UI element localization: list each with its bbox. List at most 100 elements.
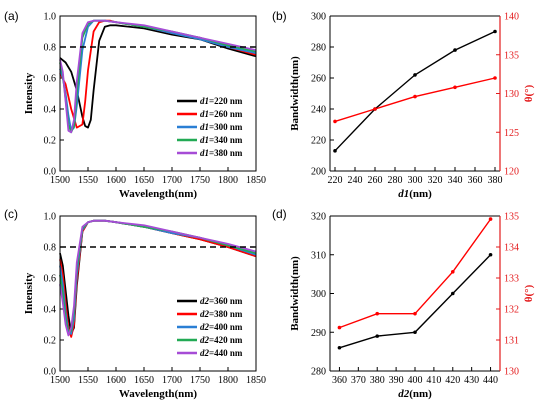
panel-d-series-0-point-1 bbox=[375, 334, 380, 338]
panel-a-series-4 bbox=[59, 19, 257, 134]
panel-c-x-tick-label-4: 1700 bbox=[162, 375, 182, 386]
panel-c-x-tick-label-6: 1800 bbox=[218, 375, 238, 386]
panel-a-legend-label-2: d1=300 nm bbox=[200, 122, 243, 132]
panel-b-x-tick-label-5: 320 bbox=[428, 175, 443, 186]
panel-a-legend-label-0: d1=220 nm bbox=[200, 96, 243, 106]
panel-d-series-1 bbox=[339, 218, 492, 329]
panel-c-y-tick-label-3: 0.6 bbox=[44, 274, 57, 285]
panel-a-series-2 bbox=[59, 19, 257, 132]
panel-a-y-tick-label-1: 0.2 bbox=[44, 136, 57, 147]
panel-d-x-tick-label-1: 370 bbox=[351, 375, 366, 386]
panel-c-y-tick-label-4: 0.8 bbox=[44, 243, 57, 254]
panel-d-y-tick-label-1: 290 bbox=[311, 328, 326, 339]
panel-b-y2-tick-label-3: 135 bbox=[504, 50, 519, 61]
panel-c-plot-frame bbox=[59, 215, 257, 372]
panel-b-y-axis-label: Bandwidth(nm) bbox=[289, 56, 301, 131]
panel-d-y2-tick-label-1: 131 bbox=[504, 336, 519, 347]
panel-b-x-tick-label-7: 360 bbox=[468, 175, 483, 186]
panel-label-a: (a) bbox=[4, 9, 19, 23]
panel-c-legend-label-0: d2=360 nm bbox=[200, 296, 243, 306]
panel-b-y2-tick-label-4: 140 bbox=[504, 12, 519, 23]
panel-d-x-tick-label-6: 420 bbox=[445, 375, 460, 386]
panel-b-y2-tick-label-0: 120 bbox=[504, 167, 519, 178]
panel-a-x-tick-label-7: 1850 bbox=[246, 175, 266, 186]
panel-d-y2-tick-label-5: 135 bbox=[504, 212, 519, 223]
panel-a-y-axis-label: Intensity bbox=[23, 72, 35, 114]
panel-d-series-0-point-3 bbox=[450, 291, 455, 296]
panel-c-y-tick-label-2: 0.4 bbox=[44, 305, 57, 316]
panel-c-legend-label-1: d2=380 nm bbox=[200, 309, 243, 319]
panel-b-series-0 bbox=[334, 30, 496, 152]
panel-d-series-0-point-4 bbox=[488, 252, 493, 257]
panel-label-b: (b) bbox=[272, 9, 287, 23]
panel-a-legend-label-1: d1=260 nm bbox=[200, 109, 243, 119]
panel-d-y-tick-label-2: 300 bbox=[311, 289, 326, 300]
panel-d-x-tick-label-8: 440 bbox=[483, 375, 498, 386]
panel-b-x-tick-label-8: 380 bbox=[488, 175, 503, 186]
panel-b-x-tick-label-3: 280 bbox=[388, 175, 403, 186]
panel-c-x-tick-label-1: 1550 bbox=[78, 375, 98, 386]
panel-d-series-1-point-4 bbox=[488, 217, 493, 221]
panel-d-y2-tick-label-4: 134 bbox=[504, 243, 519, 254]
panel-b-y2-tick-label-1: 125 bbox=[504, 128, 519, 139]
panel-d-series-0-point-2 bbox=[413, 330, 417, 335]
panel-label-d: (d) bbox=[272, 207, 287, 221]
panel-c-series-1 bbox=[59, 219, 257, 338]
panel-a-y-tick-label-4: 0.8 bbox=[44, 43, 57, 54]
panel-a-x-tick-label-6: 1800 bbox=[218, 175, 238, 186]
panel-a-y-tick-label-3: 0.6 bbox=[44, 74, 57, 85]
panel-d-x-tick-label-0: 360 bbox=[332, 375, 347, 386]
panel-a-y-tick-label-0: 0.0 bbox=[44, 167, 57, 178]
panel-b-x-tick-label-2: 260 bbox=[368, 175, 383, 186]
panel-b-series-1-point-4 bbox=[493, 76, 497, 80]
panel-d-y2-tick-label-2: 132 bbox=[504, 305, 519, 316]
panel-b-series-0-point-0 bbox=[333, 149, 337, 153]
panel-a-x-tick-label-2: 1600 bbox=[106, 175, 126, 186]
panel-a-x-tick-label-4: 1700 bbox=[162, 175, 182, 186]
panel-b-y2-axis-label: θ(°) bbox=[523, 84, 535, 102]
panel-b-series-0-point-3 bbox=[453, 48, 457, 52]
panel-c-legend-label-2: d2=400 nm bbox=[200, 322, 243, 332]
panel-c-legend-label-4: d2=440 nm bbox=[200, 348, 243, 358]
panel-d-x-tick-label-2: 380 bbox=[370, 375, 385, 386]
panel-a-plot-frame bbox=[59, 15, 257, 172]
panel-a-x-tick-label-3: 1650 bbox=[134, 175, 154, 186]
panel-d-series-1-point-3 bbox=[450, 270, 455, 274]
panel-c-x-axis-label: Wavelength(nm) bbox=[119, 388, 198, 400]
panel-b-x-tick-label-1: 240 bbox=[348, 175, 363, 186]
panel-b-series-1-point-2 bbox=[413, 94, 417, 99]
panel-c-legend-label-3: d2=420 nm bbox=[200, 335, 243, 345]
panel-d-series-1-point-2 bbox=[413, 311, 417, 316]
panel-label-c: (c) bbox=[4, 207, 18, 221]
panel-b-x-tick-label-6: 340 bbox=[448, 175, 463, 186]
panel-b-series-1 bbox=[334, 77, 496, 123]
panel-b-y-tick-label-1: 220 bbox=[311, 136, 326, 147]
panel-c-y-axis-label: Intensity bbox=[23, 272, 35, 314]
panel-c-x-tick-label-3: 1650 bbox=[134, 375, 154, 386]
panel-d-y2-tick-label-3: 133 bbox=[504, 274, 519, 285]
panel-c-y-tick-label-5: 1.0 bbox=[44, 212, 57, 223]
panel-b-series-1-point-0 bbox=[333, 119, 337, 124]
panel-d-y2-tick-label-0: 130 bbox=[504, 367, 519, 378]
panel-d-y-axis-label: Bandwidth(nm) bbox=[289, 256, 301, 331]
panel-c-x-tick-label-7: 1850 bbox=[246, 375, 266, 386]
panel-b-y-tick-label-4: 280 bbox=[311, 43, 326, 54]
panel-c-x-tick-label-2: 1600 bbox=[106, 375, 126, 386]
panel-d-x-tick-label-7: 430 bbox=[464, 375, 479, 386]
panel-a-x-tick-label-5: 1750 bbox=[190, 175, 210, 186]
panel-b-series-1-point-1 bbox=[373, 107, 377, 111]
panel-b-y-tick-label-2: 240 bbox=[311, 105, 326, 116]
panel-d-y-tick-label-3: 310 bbox=[311, 250, 326, 261]
panel-d-x-tick-label-5: 410 bbox=[426, 375, 441, 386]
panel-c-x-tick-label-5: 1750 bbox=[190, 375, 210, 386]
panel-a-y-tick-label-2: 0.4 bbox=[44, 105, 57, 116]
panel-b-series-0-point-4 bbox=[493, 29, 497, 34]
panel-d-y-tick-label-0: 280 bbox=[311, 367, 326, 378]
panel-d-series-0-point-0 bbox=[337, 345, 342, 350]
panel-b-x-axis-label: d1(nm) bbox=[398, 188, 432, 200]
panel-d-y-tick-label-4: 320 bbox=[311, 212, 326, 223]
panel-a-legend-label-3: d1=340 nm bbox=[200, 135, 243, 145]
panel-b-y-tick-label-3: 260 bbox=[311, 74, 326, 85]
panel-c-y-tick-label-0: 0.0 bbox=[44, 367, 57, 378]
